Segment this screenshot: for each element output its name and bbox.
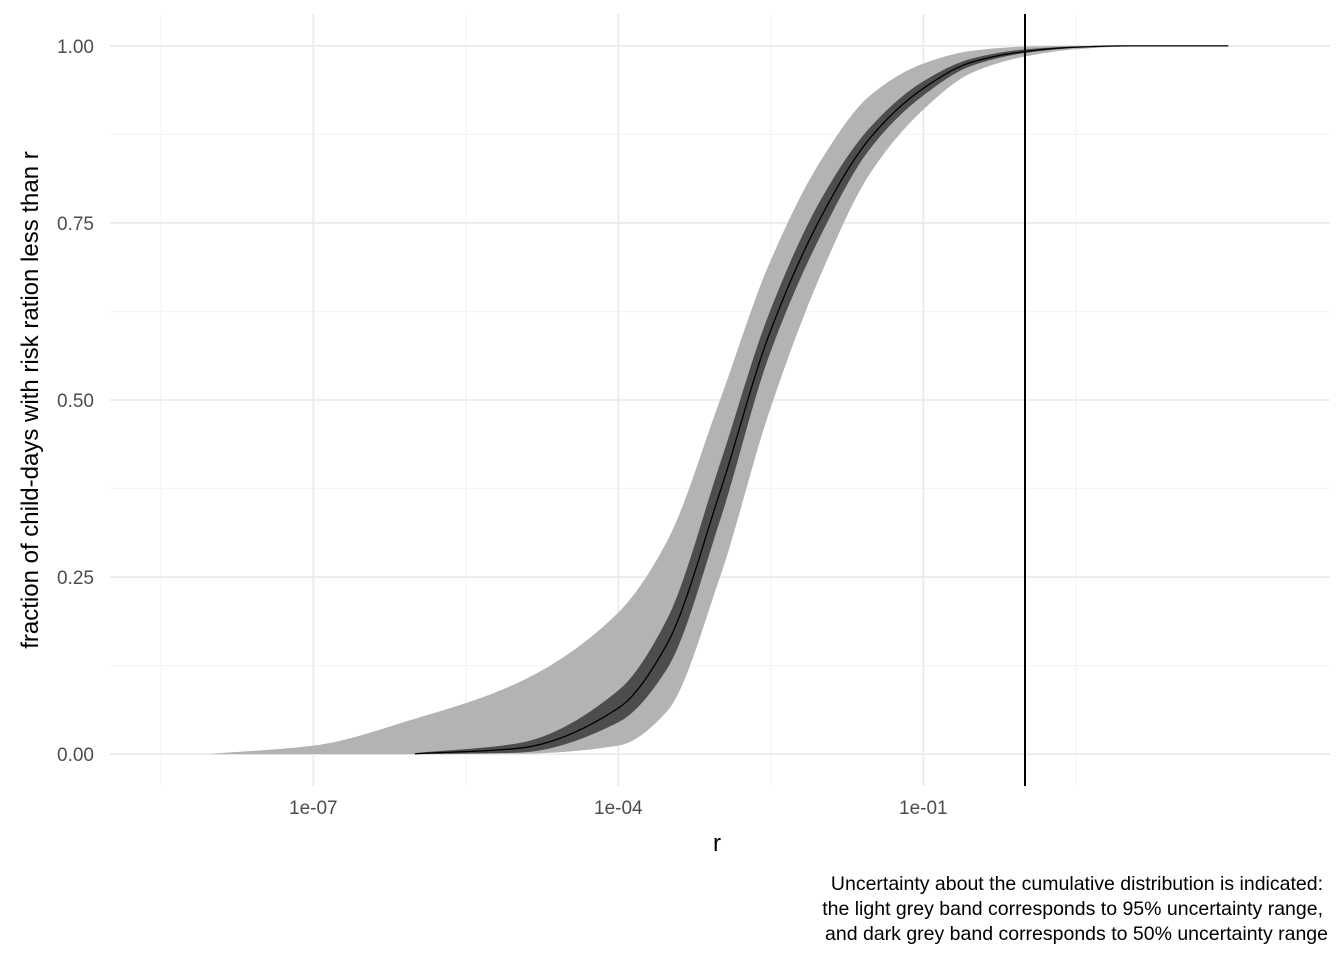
uncertainty-bands xyxy=(211,45,1229,755)
caption-line-2: the light grey band corresponds to 95% u… xyxy=(822,898,1323,920)
band-95 xyxy=(211,45,1229,755)
x-tick-label: 1e-04 xyxy=(594,798,643,819)
y-tick-label: 1.00 xyxy=(57,37,94,58)
median-line xyxy=(414,45,1229,755)
y-tick-labels: 0.00 0.25 0.50 0.75 1.00 xyxy=(57,37,94,766)
x-tick-labels: 1e-07 1e-04 1e-01 xyxy=(289,798,948,819)
x-tick-label: 1e-07 xyxy=(289,798,338,819)
y-axis-title: fraction of child-days with risk ration … xyxy=(17,151,44,649)
y-tick-label: 0.25 xyxy=(57,568,94,589)
x-tick-label: 1e-01 xyxy=(899,798,948,819)
caption-line-1: Uncertainty about the cumulative distrib… xyxy=(831,873,1323,895)
data-lines xyxy=(414,14,1229,786)
y-tick-label: 0.00 xyxy=(57,745,94,766)
x-axis-title: r xyxy=(713,830,721,857)
caption-line-3: and dark grey band corresponds to 50% un… xyxy=(825,923,1328,945)
caption: Uncertainty about the cumulative distrib… xyxy=(822,873,1328,945)
y-tick-label: 0.75 xyxy=(57,214,94,235)
y-tick-label: 0.50 xyxy=(57,391,94,412)
